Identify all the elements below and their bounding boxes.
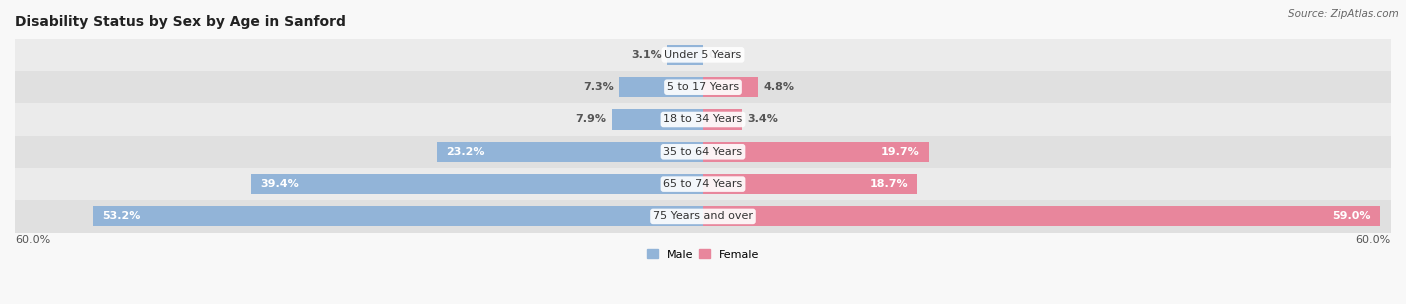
Bar — [15, 39, 1391, 71]
Bar — [703, 206, 1379, 226]
Text: 7.3%: 7.3% — [583, 82, 613, 92]
Text: 3.4%: 3.4% — [748, 115, 779, 125]
Text: 23.2%: 23.2% — [446, 147, 485, 157]
Text: 0.0%: 0.0% — [709, 50, 740, 60]
Text: 18.7%: 18.7% — [870, 179, 908, 189]
Text: Under 5 Years: Under 5 Years — [665, 50, 741, 60]
Bar — [15, 200, 1391, 233]
Text: 65 to 74 Years: 65 to 74 Years — [664, 179, 742, 189]
Bar — [93, 206, 703, 226]
Legend: Male, Female: Male, Female — [643, 245, 763, 264]
Text: 39.4%: 39.4% — [260, 179, 299, 189]
Text: 60.0%: 60.0% — [15, 235, 51, 245]
Bar — [619, 77, 703, 97]
Bar — [703, 109, 742, 130]
Text: 5 to 17 Years: 5 to 17 Years — [666, 82, 740, 92]
Bar — [252, 174, 703, 194]
Text: 18 to 34 Years: 18 to 34 Years — [664, 115, 742, 125]
Text: 35 to 64 Years: 35 to 64 Years — [664, 147, 742, 157]
Bar — [437, 142, 703, 162]
Bar — [15, 71, 1391, 103]
Bar — [15, 168, 1391, 200]
Text: Disability Status by Sex by Age in Sanford: Disability Status by Sex by Age in Sanfo… — [15, 15, 346, 29]
Bar — [703, 174, 918, 194]
Text: 60.0%: 60.0% — [1355, 235, 1391, 245]
Bar — [15, 103, 1391, 136]
Text: 75 Years and over: 75 Years and over — [652, 211, 754, 221]
Text: 59.0%: 59.0% — [1331, 211, 1371, 221]
Text: 19.7%: 19.7% — [882, 147, 920, 157]
Bar — [15, 136, 1391, 168]
Bar — [668, 45, 703, 65]
Text: Source: ZipAtlas.com: Source: ZipAtlas.com — [1288, 9, 1399, 19]
Bar — [703, 77, 758, 97]
Text: 7.9%: 7.9% — [575, 115, 606, 125]
Text: 3.1%: 3.1% — [631, 50, 662, 60]
Text: 4.8%: 4.8% — [763, 82, 794, 92]
Bar — [703, 142, 929, 162]
Bar — [613, 109, 703, 130]
Text: 53.2%: 53.2% — [103, 211, 141, 221]
